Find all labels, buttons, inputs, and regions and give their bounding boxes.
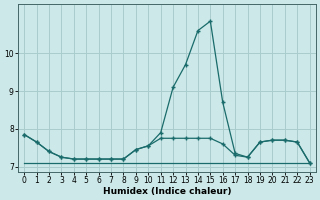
X-axis label: Humidex (Indice chaleur): Humidex (Indice chaleur): [103, 187, 231, 196]
